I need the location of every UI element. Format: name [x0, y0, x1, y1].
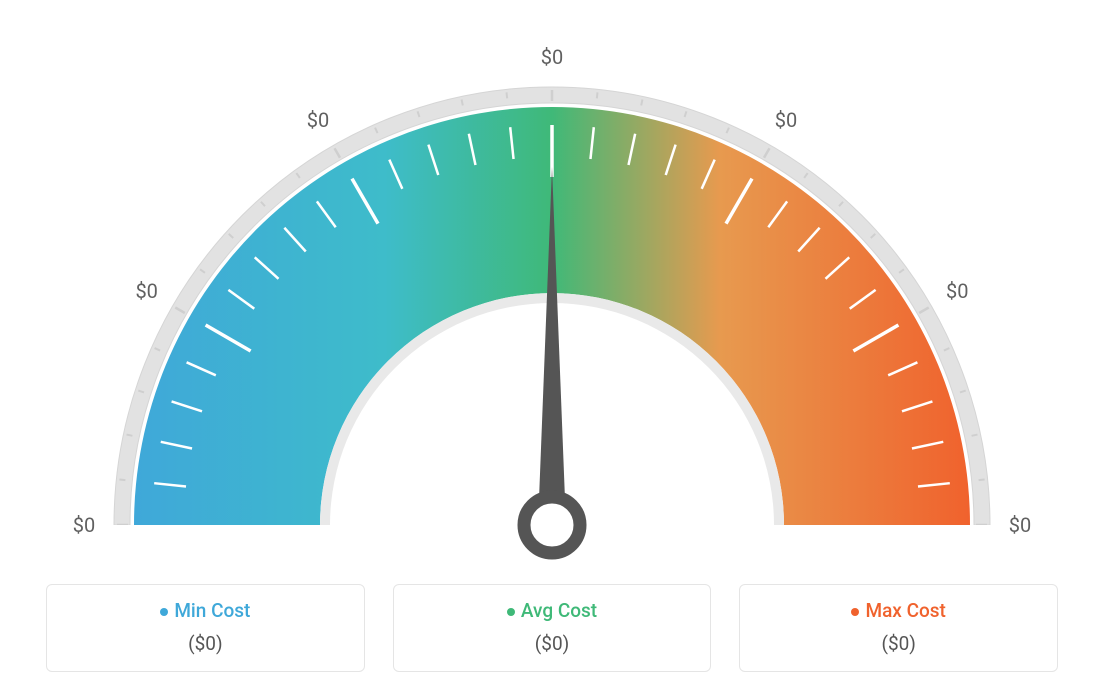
- legend-label-max: Max Cost: [750, 599, 1047, 622]
- legend-label-min: Min Cost: [57, 599, 354, 622]
- gauge-chart: $0 $0 $0 $0 $0 $0 $0: [52, 0, 1052, 560]
- legend-dot-max: [851, 608, 859, 616]
- legend-card-min: Min Cost ($0): [46, 584, 365, 672]
- cost-gauge-widget: $0 $0 $0 $0 $0 $0 $0 Min Cost ($0) Avg Cost ($…: [0, 0, 1104, 690]
- gauge-svg: [52, 0, 1052, 560]
- gauge-tick-label: $0: [1009, 513, 1031, 537]
- legend-label-max-text: Max Cost: [865, 599, 945, 622]
- gauge-tick-label: $0: [135, 279, 157, 303]
- legend-dot-avg: [507, 608, 515, 616]
- legend-label-avg: Avg Cost: [404, 599, 701, 622]
- legend-dot-min: [160, 608, 168, 616]
- legend-value-avg: ($0): [404, 632, 701, 655]
- legend-label-avg-text: Avg Cost: [521, 599, 597, 622]
- legend-value-min: ($0): [57, 632, 354, 655]
- legend-value-max: ($0): [750, 632, 1047, 655]
- legend-label-min-text: Min Cost: [174, 599, 250, 622]
- gauge-tick-label: $0: [73, 513, 95, 537]
- gauge-tick-label: $0: [946, 279, 968, 303]
- legend-card-avg: Avg Cost ($0): [393, 584, 712, 672]
- gauge-tick-label: $0: [541, 45, 563, 69]
- gauge-tick-label: $0: [775, 108, 797, 132]
- legend-card-max: Max Cost ($0): [739, 584, 1058, 672]
- legend-row: Min Cost ($0) Avg Cost ($0) Max Cost ($0…: [46, 584, 1058, 672]
- gauge-tick-label: $0: [307, 108, 329, 132]
